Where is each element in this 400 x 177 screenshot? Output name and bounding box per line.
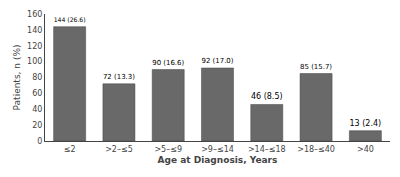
svg-text:20: 20 bbox=[32, 121, 42, 130]
svg-text:Patients, n (%): Patients, n (%) bbox=[12, 45, 22, 111]
svg-text:0: 0 bbox=[37, 137, 42, 146]
svg-text:144 (26.6): 144 (26.6) bbox=[54, 16, 86, 23]
svg-text:120: 120 bbox=[27, 42, 42, 51]
svg-text:>5–≤9: >5–≤9 bbox=[154, 145, 182, 154]
svg-text:160: 160 bbox=[27, 10, 42, 19]
svg-text:92 (17.0): 92 (17.0) bbox=[202, 57, 234, 65]
svg-text:40: 40 bbox=[32, 105, 42, 114]
svg-text:13 (2.4): 13 (2.4) bbox=[350, 119, 382, 128]
svg-text:≤2: ≤2 bbox=[64, 145, 76, 154]
svg-text:>40: >40 bbox=[357, 145, 374, 154]
svg-text:>18–≤40: >18–≤40 bbox=[297, 145, 335, 154]
svg-text:>14–≤18: >14–≤18 bbox=[248, 145, 286, 154]
svg-text:85 (15.7): 85 (15.7) bbox=[300, 63, 332, 71]
svg-text:140: 140 bbox=[27, 26, 42, 35]
svg-text:100: 100 bbox=[27, 57, 42, 66]
svg-text:72 (13.3): 72 (13.3) bbox=[103, 73, 135, 81]
svg-text:46 (8.5): 46 (8.5) bbox=[251, 92, 283, 101]
svg-text:>2–≤5: >2–≤5 bbox=[105, 145, 133, 154]
svg-text:>9–≤14: >9–≤14 bbox=[201, 145, 234, 154]
svg-text:Age at Diagnosis, Years: Age at Diagnosis, Years bbox=[158, 155, 278, 165]
svg-text:90 (16.6): 90 (16.6) bbox=[152, 59, 184, 67]
svg-text:60: 60 bbox=[32, 89, 42, 98]
svg-text:80: 80 bbox=[32, 73, 42, 82]
